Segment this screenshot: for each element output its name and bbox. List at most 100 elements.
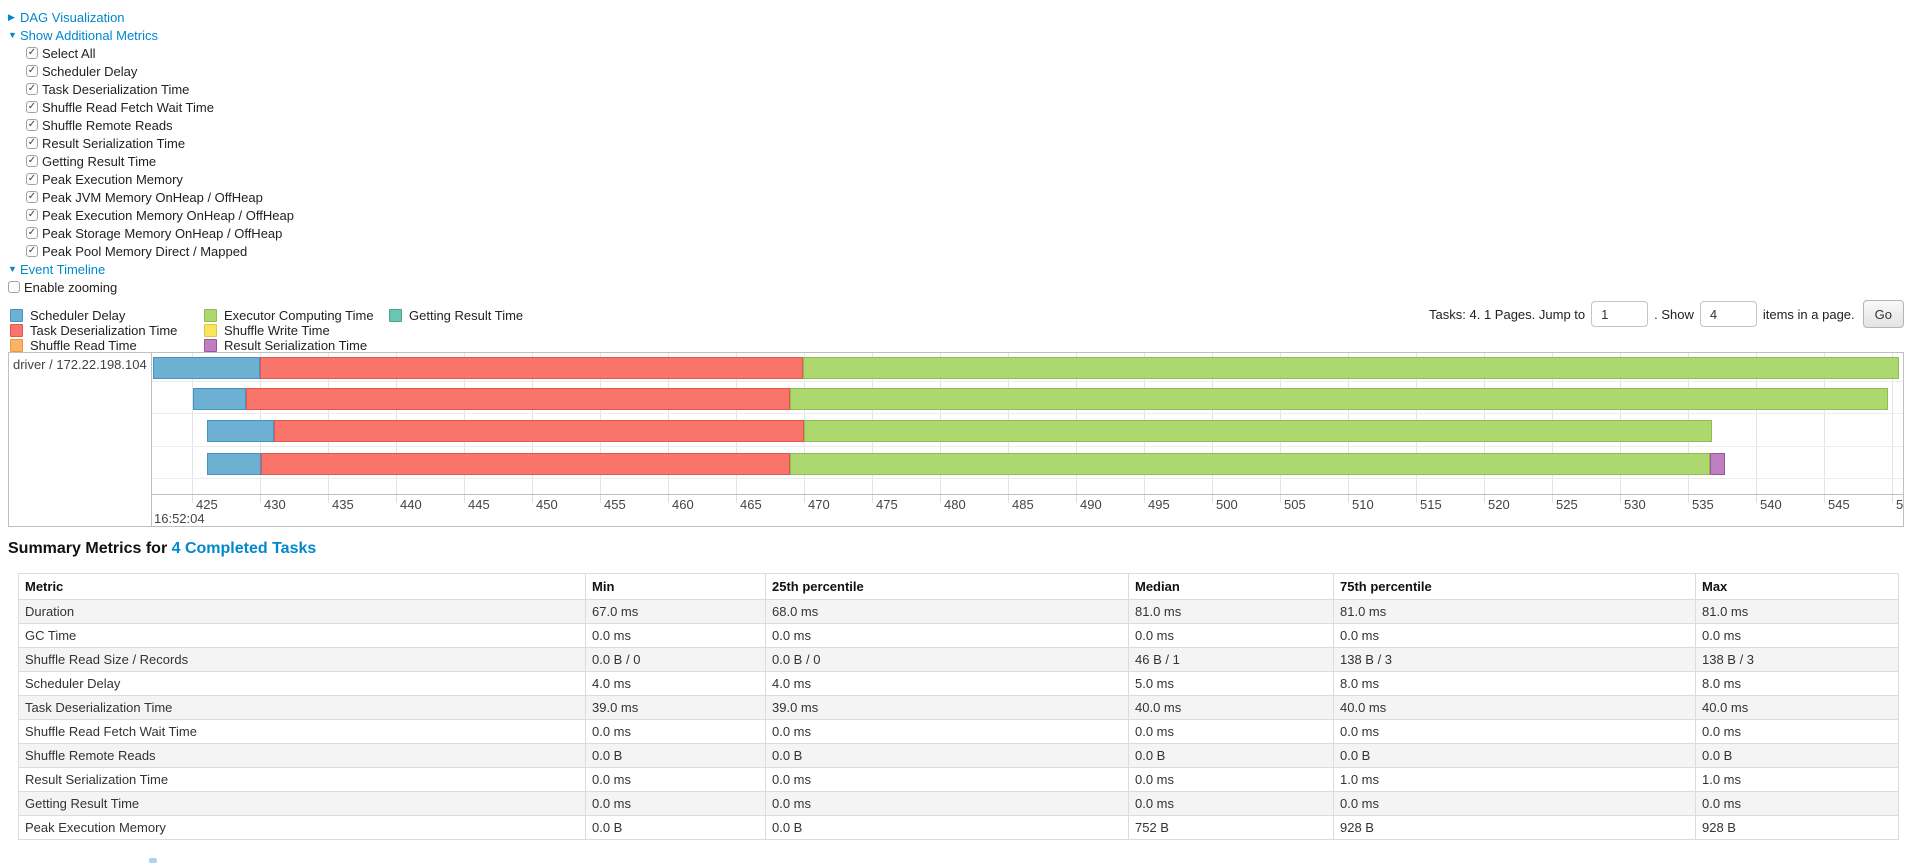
metric-value-cell: 8.0 ms [1333, 671, 1696, 696]
metric-checkbox[interactable]: ✓ [26, 47, 38, 59]
show-additional-metrics-toggle[interactable]: ▼ Show Additional Metrics [8, 26, 294, 44]
axis-tick [1688, 495, 1689, 503]
metric-checkbox[interactable]: ✓ [26, 245, 38, 257]
metric-value-cell: 0.0 B [765, 815, 1129, 840]
metric-value-cell: 928 B [1333, 815, 1696, 840]
dag-visualization-link[interactable]: DAG Visualization [20, 9, 125, 25]
axis-tick [668, 495, 669, 503]
metric-value-cell: 81.0 ms [1333, 599, 1696, 624]
axis-tick [1484, 495, 1485, 503]
metric-checkbox-label: Scheduler Delay [42, 63, 138, 79]
summary-heading-text: Summary Metrics for [8, 540, 168, 557]
metric-checkbox[interactable]: ✓ [26, 101, 38, 113]
metric-checkbox[interactable]: ✓ [26, 191, 38, 203]
metric-name-cell: Scheduler Delay [18, 671, 586, 696]
axis-tick [1416, 495, 1417, 503]
metric-checkbox-label: Peak Storage Memory OnHeap / OffHeap [42, 225, 283, 241]
metric-value-cell: 0.0 B / 0 [585, 647, 766, 672]
shuffle-read-swatch-icon [10, 339, 23, 352]
axis-tick-label: 465 [740, 497, 762, 512]
task-1-task-deserialization-segment[interactable] [260, 357, 803, 379]
table-row: Peak Execution Memory 0.0 B 0.0 B 752 B 928 … [18, 815, 1899, 840]
metric-checkbox-label: Task Deserialization Time [42, 81, 190, 97]
metric-checkbox[interactable]: ✓ [26, 155, 38, 167]
table-row: Shuffle Read Size / Records 0.0 B / 0 0.0 … [18, 647, 1899, 672]
axis-tick-label: 505 [1284, 497, 1306, 512]
task-4-scheduler-delay-segment[interactable] [206, 453, 262, 475]
metric-value-cell: 67.0 ms [585, 599, 766, 624]
metric-value-cell: 1.0 ms [1333, 767, 1696, 792]
event-timeline-link[interactable]: Event Timeline [20, 261, 106, 277]
dag-visualization-toggle[interactable]: ▶ DAG Visualization [8, 8, 294, 26]
cutoff-content-sliver [149, 858, 157, 863]
task-3-scheduler-delay-segment[interactable] [206, 420, 274, 442]
metric-value-cell: 0.0 ms [765, 719, 1129, 744]
metric-value-cell: 8.0 ms [1695, 671, 1899, 696]
enable-zooming-checkbox[interactable] [8, 281, 20, 293]
task-4-executor-computing-segment[interactable] [790, 453, 1710, 475]
legend-item: Result Serialization Time [204, 338, 374, 353]
metric-checkbox[interactable]: ✓ [26, 119, 38, 131]
legend-item: Shuffle Write Time [204, 323, 374, 338]
metric-name-cell: Peak Execution Memory [18, 815, 586, 840]
axis-tick [532, 495, 533, 503]
task-3-executor-computing-segment[interactable] [804, 420, 1713, 442]
table-row: Result Serialization Time 0.0 ms 0.0 ms 0.0… [18, 767, 1899, 792]
metric-checkbox-label: Shuffle Remote Reads [42, 117, 173, 133]
task-2-task-deserialization-segment[interactable] [246, 388, 791, 410]
metric-value-cell: 0.0 ms [765, 767, 1129, 792]
axis-tick [872, 495, 873, 503]
completed-tasks-link[interactable]: 4 Completed Tasks [171, 540, 317, 557]
metric-checkbox[interactable]: ✓ [26, 137, 38, 149]
axis-tick-label: 550 [1896, 497, 1903, 512]
metric-value-cell: 81.0 ms [1695, 599, 1899, 624]
task-4-task-deserialization-segment[interactable] [261, 453, 791, 475]
axis-time-label: 16:52:04 [154, 511, 205, 526]
metric-checkbox-label: Peak Pool Memory Direct / Mapped [42, 243, 248, 259]
chevron-down-icon: ▼ [8, 30, 17, 40]
row-separator [152, 413, 1903, 414]
task-1-scheduler-delay-segment[interactable] [152, 357, 260, 379]
axis-tick [1552, 495, 1553, 503]
chart-plot-area[interactable]: 16:52:04 425 430 435 440 445 450 455 460 465 470 4… [152, 353, 1903, 526]
task-4-result-serialization-segment[interactable] [1709, 453, 1725, 475]
metric-value-cell: 39.0 ms [585, 695, 766, 720]
table-row: Getting Result Time 0.0 ms 0.0 ms 0.0 ms 0.0… [18, 791, 1899, 816]
event-timeline-toggle[interactable]: ▼ Event Timeline [8, 260, 294, 278]
items-per-page-input[interactable] [1699, 301, 1757, 327]
task-1-executor-computing-segment[interactable] [802, 357, 1899, 379]
task-3-task-deserialization-segment[interactable] [273, 420, 804, 442]
metric-checkbox[interactable]: ✓ [26, 83, 38, 95]
table-row: Duration 67.0 ms 68.0 ms 81.0 ms 81.0 ms 81.0… [18, 599, 1899, 624]
go-button[interactable]: Go [1862, 300, 1904, 328]
metric-value-cell: 0.0 ms [1695, 623, 1899, 648]
shuffle-write-swatch-icon [204, 324, 217, 337]
result-serialization-swatch-icon [204, 339, 217, 352]
legend-label: Shuffle Write Time [224, 323, 330, 338]
metric-checkbox-list: ✓ Select All ✓ Scheduler Delay ✓ Task Deseria… [8, 44, 294, 260]
metric-value-cell: 0.0 ms [1128, 767, 1334, 792]
metric-value-cell: 138 B / 3 [1695, 647, 1899, 672]
chevron-down-icon: ▼ [8, 264, 17, 274]
axis-tick-label: 445 [468, 497, 490, 512]
legend-label: Executor Computing Time [224, 308, 374, 323]
metric-checkbox[interactable]: ✓ [26, 173, 38, 185]
task-2-executor-computing-segment[interactable] [790, 388, 1888, 410]
axis-tick [260, 495, 261, 503]
axis-tick-label: 535 [1692, 497, 1714, 512]
task-2-scheduler-delay-segment[interactable] [193, 388, 247, 410]
legend-item: Executor Computing Time [204, 308, 374, 323]
metric-name-cell: Task Deserialization Time [18, 695, 586, 720]
legend-label: Getting Result Time [409, 308, 524, 323]
jump-to-page-input[interactable] [1591, 301, 1649, 327]
task-deserialization-swatch-icon [10, 324, 23, 337]
legend-column: Getting Result Time [389, 308, 523, 323]
metric-checkbox[interactable]: ✓ [26, 209, 38, 221]
axis-tick-label: 520 [1488, 497, 1510, 512]
show-additional-metrics-link[interactable]: Show Additional Metrics [20, 27, 159, 43]
metric-checkbox[interactable]: ✓ [26, 65, 38, 77]
axis-tick [1892, 495, 1893, 503]
metric-checkbox[interactable]: ✓ [26, 227, 38, 239]
metric-value-cell: 40.0 ms [1333, 695, 1696, 720]
metric-checkbox-label: Result Serialization Time [42, 135, 186, 151]
